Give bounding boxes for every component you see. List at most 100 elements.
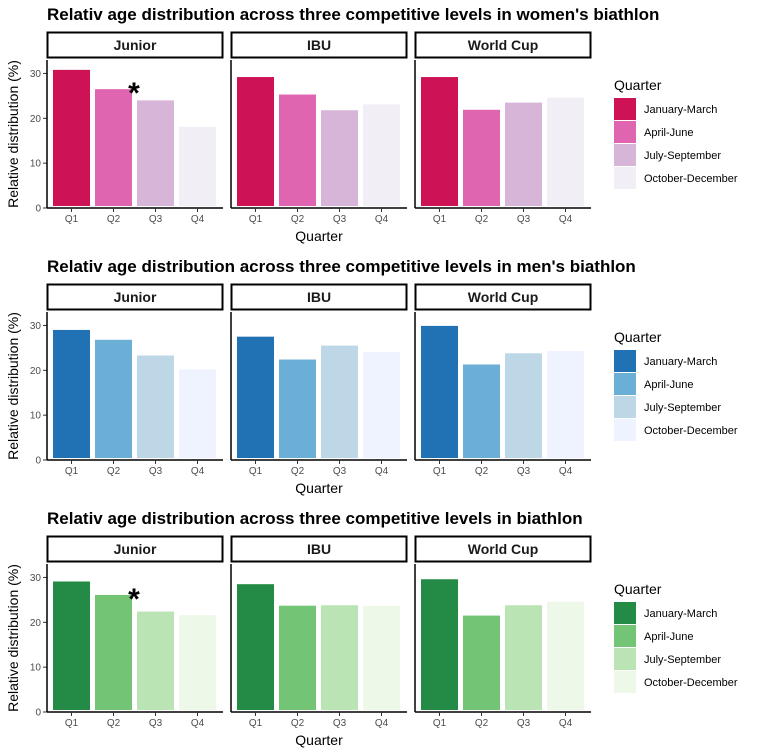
x-tick-label: Q4: [559, 718, 573, 729]
chart-block: Relativ age distribution across three co…: [5, 509, 738, 748]
x-tick-label: Q3: [517, 718, 531, 729]
x-tick-label: Q4: [375, 718, 389, 729]
bar-q2: [279, 359, 316, 458]
bar-q2: [279, 94, 316, 206]
x-tick-label: Q1: [433, 718, 447, 729]
legend-label: January-March: [644, 608, 717, 620]
bar-q1: [237, 336, 274, 458]
x-tick-label: Q4: [559, 466, 573, 477]
x-tick-label: Q3: [333, 466, 347, 477]
legend-label: October-December: [644, 173, 738, 185]
bar-q2: [463, 364, 500, 458]
x-tick-label: Q3: [149, 466, 163, 477]
y-tick-label: 0: [35, 708, 41, 719]
facet-panel-junior: Junior * Q1 Q2 Q3 Q4: [46, 535, 224, 729]
bar-q4: [547, 601, 584, 710]
y-axis-title: Relative distribution (%): [5, 60, 21, 208]
bar-q3: [321, 110, 358, 206]
x-tick-label: Q3: [333, 214, 347, 225]
chart-block: Relativ age distribution across three co…: [5, 257, 738, 496]
legend-key: [614, 602, 636, 624]
legend: Quarter January-March April-June July-Septe…: [614, 77, 738, 189]
bar-q3: [137, 355, 174, 458]
x-tick-label: Q3: [517, 214, 531, 225]
legend-key: [614, 98, 636, 120]
legend-key: [614, 419, 636, 441]
facet-strip-label: Junior: [114, 37, 157, 53]
y-tick-label: 30: [30, 321, 42, 332]
significance-marker: *: [128, 583, 140, 616]
legend-title: Quarter: [614, 329, 662, 345]
bar-q4: [363, 605, 400, 710]
facet-strip-label: Junior: [114, 541, 157, 557]
legend-key: [614, 121, 636, 143]
y-tick-label: 10: [30, 663, 42, 674]
x-tick-label: Q4: [191, 214, 205, 225]
x-tick-label: Q4: [191, 466, 205, 477]
legend-key: [614, 144, 636, 166]
legend-label: July-September: [644, 150, 721, 162]
legend-key: [614, 671, 636, 693]
chart-block: Relativ age distribution across three co…: [5, 5, 738, 244]
x-tick-label: Q1: [65, 466, 79, 477]
facet-panel-ibu: IBU Q1 Q2 Q3 Q4: [230, 535, 408, 729]
bar-q4: [547, 351, 584, 458]
bar-q3: [505, 102, 542, 206]
bar-q2: [95, 594, 132, 710]
bar-q1: [237, 77, 274, 207]
bar-q1: [237, 584, 274, 710]
bar-q3: [137, 100, 174, 206]
x-tick-label: Q2: [107, 718, 121, 729]
legend-label: July-September: [644, 402, 721, 414]
legend-title: Quarter: [614, 77, 662, 93]
bar-q1: [53, 69, 90, 206]
bar-q3: [137, 611, 174, 710]
facet-strip: [230, 535, 408, 563]
facet-panel-ibu: IBU Q1 Q2 Q3 Q4: [230, 283, 408, 477]
bar-q4: [363, 351, 400, 458]
x-tick-label: Q1: [433, 214, 447, 225]
x-tick-label: Q1: [249, 718, 263, 729]
x-tick-label: Q2: [475, 214, 489, 225]
facet-strip: [414, 31, 592, 59]
legend-label: January-March: [644, 104, 717, 116]
y-tick-label: 30: [30, 69, 42, 80]
facet-strip-label: World Cup: [468, 541, 539, 557]
bar-q2: [463, 615, 500, 710]
bar-q1: [53, 581, 90, 710]
x-tick-label: Q2: [475, 466, 489, 477]
x-tick-label: Q3: [149, 214, 163, 225]
chart-title: Relativ age distribution across three co…: [47, 257, 636, 276]
facet-panel-ibu: IBU Q1 Q2 Q3 Q4: [230, 31, 408, 225]
legend-key: [614, 373, 636, 395]
y-tick-label: 0: [35, 456, 41, 467]
x-tick-label: Q4: [191, 718, 205, 729]
x-axis-title: Quarter: [295, 732, 343, 748]
legend-key: [614, 648, 636, 670]
facet-strip: [46, 283, 224, 311]
y-axis-title: Relative distribution (%): [5, 312, 21, 460]
facet-strip: [230, 31, 408, 59]
x-tick-label: Q2: [107, 466, 121, 477]
bar-q1: [421, 77, 458, 207]
x-tick-label: Q3: [517, 466, 531, 477]
x-tick-label: Q2: [475, 718, 489, 729]
bar-q3: [321, 605, 358, 710]
facet-strip: [46, 31, 224, 59]
facet-strip: [46, 535, 224, 563]
bar-q4: [547, 97, 584, 206]
facet-strip-label: IBU: [307, 541, 331, 557]
facet-panel-junior: Junior Q1 Q2 Q3 Q4: [46, 283, 224, 477]
facet-panel-world-cup: World Cup Q1 Q2 Q3 Q4: [414, 31, 592, 225]
legend-label: July-September: [644, 654, 721, 666]
x-tick-label: Q1: [249, 466, 263, 477]
y-tick-label: 10: [30, 411, 42, 422]
legend-label: October-December: [644, 425, 738, 437]
bar-q1: [53, 329, 90, 458]
legend-label: April-June: [644, 379, 694, 391]
bar-q3: [505, 605, 542, 710]
legend-label: April-June: [644, 127, 694, 139]
facet-panel-world-cup: World Cup Q1 Q2 Q3 Q4: [414, 283, 592, 477]
